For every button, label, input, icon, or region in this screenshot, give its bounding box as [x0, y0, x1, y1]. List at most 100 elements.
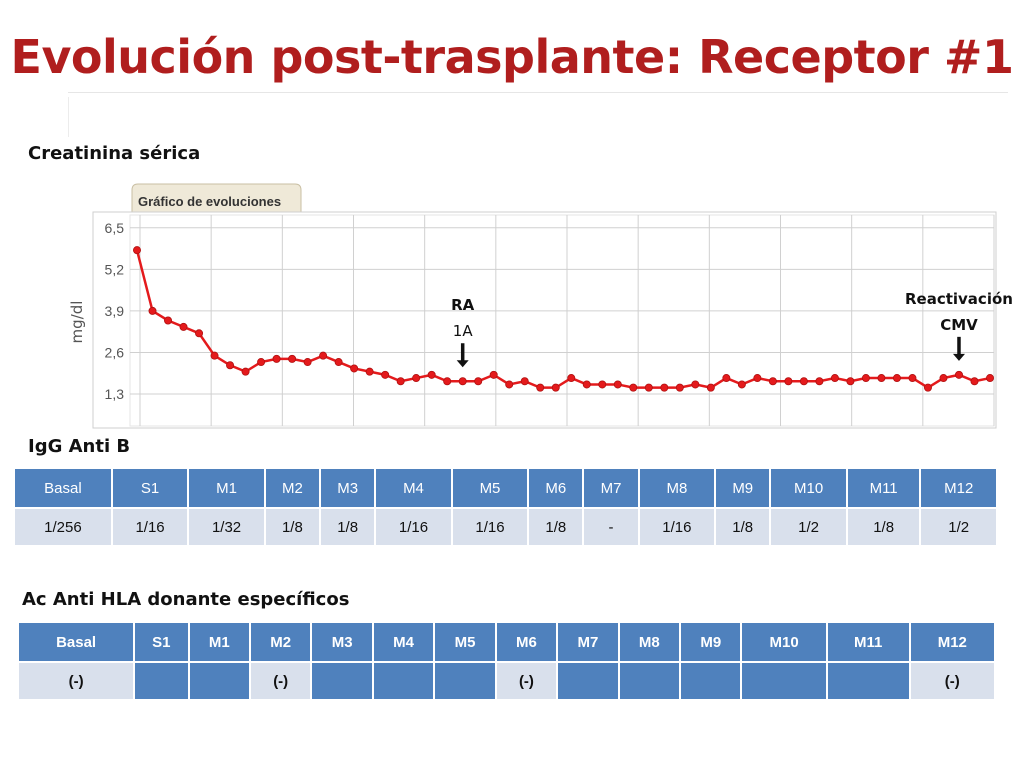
data-point: [691, 380, 700, 389]
data-point: [784, 377, 793, 386]
data-point: [520, 377, 529, 386]
hla-header-cell-0: Basal: [19, 623, 134, 661]
chart-tab: [131, 183, 302, 212]
igg-value-cell-4: 1/8: [321, 509, 375, 545]
data-point: [986, 374, 995, 383]
igg-header-cell-10: M9: [716, 469, 770, 507]
hla-header-row: Basal S1 M1 M2 M3 M4 M5 M6 M7 M8 M9 M10 M11 M12: [19, 623, 994, 661]
data-point: [675, 383, 684, 392]
data-point: [846, 377, 855, 386]
igg-header-cell-6: M5: [452, 469, 528, 507]
igg-value-cell-3: 1/8: [265, 509, 320, 545]
data-point: [830, 374, 839, 383]
igg-value-cell-2: 1/32: [189, 509, 264, 545]
data-point: [350, 364, 359, 373]
series-points: [132, 246, 995, 392]
igg-value-cell-8: -: [584, 509, 638, 545]
hla-header-cell-5: M4: [373, 623, 434, 661]
data-point: [536, 383, 545, 392]
data-point: [768, 377, 777, 386]
igg-header-cell-8: M7: [584, 469, 638, 507]
hla-value-cell-1: [135, 663, 188, 699]
hla-header-cell-6: M5: [435, 623, 495, 661]
data-point: [164, 316, 173, 325]
hla-value-cell-3: (-): [250, 663, 311, 699]
data-point: [815, 377, 824, 386]
annotation-1: Reactivación CMV: [905, 290, 1013, 361]
hla-value-cell-4: [312, 663, 372, 699]
igg-value-cell-0: 1/256: [15, 509, 111, 545]
data-point: [319, 351, 328, 360]
hla-value-cell-12: [827, 663, 909, 699]
igg-value-row: 1/256 1/16 1/32 1/8 1/8 1/16 1/16 1/8-1/16 1/8 1/…: [15, 509, 996, 545]
igg-value-cell-10: 1/8: [716, 509, 770, 545]
hla-value-cell-13: (-): [910, 663, 994, 699]
igg-header-cell-9: M8: [639, 469, 715, 507]
chart-tab-label: Gráfico de evoluciones: [138, 194, 281, 209]
data-point: [381, 370, 390, 379]
data-point: [396, 377, 405, 386]
annotation-0: RA 1A: [451, 296, 475, 368]
data-point: [706, 383, 715, 392]
data-point: [412, 374, 421, 383]
plot-area: [129, 214, 995, 427]
igg-value-cell-13: 1/2: [921, 509, 996, 545]
igg-header-cell-1: S1: [112, 469, 188, 507]
data-point: [939, 374, 948, 383]
y-axis-label: mg/dl: [68, 301, 86, 344]
data-point: [551, 383, 560, 392]
creatinine-section-label: Creatinina sérica: [28, 143, 201, 164]
y-tick-label: 6,5: [105, 220, 125, 236]
y-axis-ticks: 6,5 5,2 3,9 2,6 1,3: [105, 220, 125, 402]
igg-header-row: Basal S1 M1 M2 M3 M4 M5 M6 M7 M8 M9 M10 M11 M12: [15, 469, 996, 507]
hla-value-cell-11: [742, 663, 826, 699]
annotation-line2: 1A: [453, 322, 474, 340]
annotation-arrow-head: [952, 353, 965, 361]
data-point: [334, 358, 343, 367]
annotation-line1: RA: [451, 296, 475, 314]
data-point: [644, 383, 653, 392]
hla-value-cell-2: [189, 663, 249, 699]
hla-value-cell-7: (-): [496, 663, 557, 699]
igg-header-cell-11: M10: [771, 469, 846, 507]
data-point: [970, 377, 979, 386]
igg-value-cell-9: 1/16: [639, 509, 715, 545]
data-point: [923, 383, 932, 392]
igg-header-cell-4: M3: [321, 469, 375, 507]
title-divider: [68, 92, 1008, 93]
hla-value-cell-9: [619, 663, 680, 699]
data-point: [613, 380, 622, 389]
data-point: [132, 246, 141, 255]
creatinine-chart: Gráfico de evoluciones 6,5 5,2 3,9 2,6 1,3 m…: [68, 183, 1013, 429]
data-point: [272, 354, 281, 363]
igg-value-cell-1: 1/16: [112, 509, 188, 545]
data-point: [195, 329, 204, 338]
data-point: [629, 383, 638, 392]
data-point: [226, 361, 235, 370]
data-point: [908, 374, 917, 383]
data-point: [443, 377, 452, 386]
data-point: [288, 354, 297, 363]
data-point: [737, 380, 746, 389]
data-point: [582, 380, 591, 389]
igg-header-cell-5: M4: [376, 469, 451, 507]
igg-header-cell-12: M11: [847, 469, 920, 507]
hla-header-cell-3: M2: [250, 623, 311, 661]
y-tick-label: 2,6: [105, 344, 125, 360]
annotation-line1: Reactivación: [905, 290, 1013, 308]
igg-header-cell-2: M1: [189, 469, 264, 507]
data-point: [799, 377, 808, 386]
data-point: [660, 383, 669, 392]
igg-value-cell-7: 1/8: [529, 509, 583, 545]
igg-header-cell-0: Basal: [15, 469, 111, 507]
hla-value-cell-8: [558, 663, 618, 699]
data-point: [365, 367, 374, 376]
data-point: [458, 377, 467, 386]
data-point: [241, 367, 250, 376]
igg-header-cell-7: M6: [529, 469, 583, 507]
hla-section-label: Ac Anti HLA donante específicos: [22, 589, 350, 610]
hla-value-cell-6: [435, 663, 495, 699]
data-point: [722, 374, 731, 383]
annotation-arrow-head: [456, 360, 469, 368]
hla-header-cell-12: M11: [827, 623, 909, 661]
